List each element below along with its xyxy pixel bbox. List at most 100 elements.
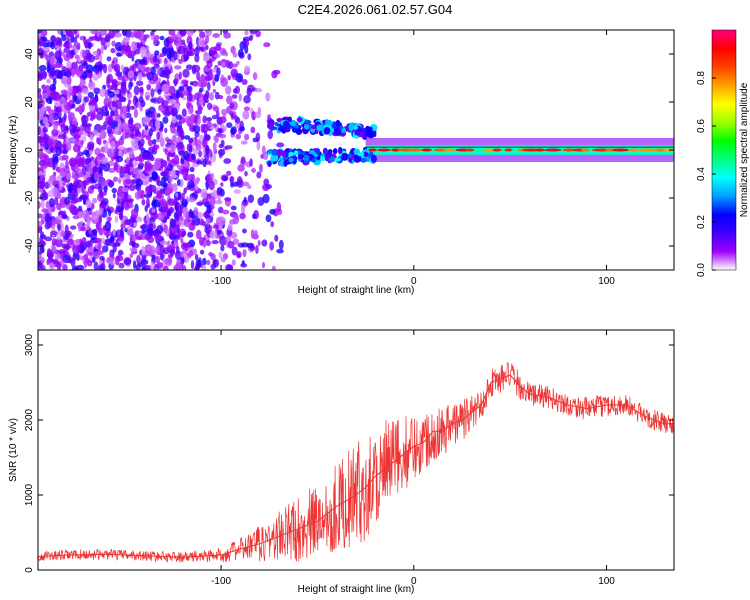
spectrogram-noise-cell (45, 54, 49, 61)
spectrogram-component-cell (363, 151, 369, 158)
spectrogram-noise-cell (66, 91, 71, 98)
spectrogram-noise-cell (107, 64, 113, 73)
spectrogram-noise-cell (79, 248, 84, 254)
spectrogram-component-cell (360, 157, 367, 163)
spectrogram-noise-cell (108, 208, 112, 217)
spectrogram-noise-cell (231, 94, 238, 99)
spectrogram-noise-cell (167, 200, 175, 207)
spectrogram-noise-cell (164, 127, 168, 134)
spectrogram-noise-cell (208, 224, 213, 232)
spectrogram-noise-cell (225, 170, 232, 176)
spectrogram-noise-cell (152, 144, 157, 151)
spectrogram-noise-cell (137, 32, 145, 41)
spectrogram-noise-cell (96, 136, 100, 145)
spectrogram-noise-cell (149, 156, 155, 162)
colorbar-ticks: 0.0 0.2 0.4 0.6 0.8 (696, 71, 716, 277)
spectrogram-noise-cell (92, 129, 99, 135)
spectrogram-component-cell (267, 160, 272, 167)
spectrogram-noise-cell (241, 242, 249, 248)
spectrogram-marks (38, 30, 674, 270)
spectrogram-noise-cell (87, 91, 94, 99)
spectrogram-noise-cell (141, 254, 147, 260)
spectrogram-noise-cell (173, 240, 178, 248)
snr-series-line (38, 374, 674, 558)
spectrogram-noise-cell (150, 97, 157, 103)
spectrogram-noise-cell (194, 185, 199, 191)
spectrogram-noise-cell (157, 88, 162, 95)
spectrogram-noise-cell (160, 176, 167, 184)
spectrogram-noise-cell (95, 221, 101, 231)
spectrogram-noise-cell (153, 36, 157, 46)
spectrogram-noise-cell (168, 232, 175, 240)
spectrogram-component-cell (303, 154, 310, 161)
spectrogram-noise-cell (136, 101, 140, 109)
spectrogram-noise-cell (201, 79, 208, 87)
spectrogram-noise-cell (105, 33, 111, 42)
spectrogram-noise-cell (76, 264, 84, 270)
spectrogram-noise-cell (155, 245, 161, 256)
spectrogram-noise-cell (255, 244, 259, 254)
spectrogram-noise-cell (146, 197, 150, 208)
spectrogram-chart: -100 0 100 -40 -20 0 20 40 Height of straight … (8, 29, 750, 296)
spectrogram-component-cell (340, 128, 347, 134)
spectrogram-noise-cell (205, 44, 209, 51)
snr-y-tick-label: 0 (24, 567, 35, 573)
spectrogram-noise-cell (156, 54, 161, 60)
spectrogram-noise-cell (117, 249, 124, 256)
spectrogram-noise-cell (217, 95, 224, 100)
spectrogram-component-cell (287, 116, 292, 123)
spectrogram-x-label: Height of straight line (km) (298, 285, 415, 296)
spectrogram-noise-cell (180, 158, 185, 165)
spectrogram-noise-cell (177, 48, 181, 54)
spectrogram-noise-cell (239, 212, 246, 220)
spectrogram-noise-cell (136, 80, 144, 86)
snr-y-tick-label: 2000 (24, 408, 35, 431)
spectrogram-y-label: Frequency (Hz) (8, 116, 19, 185)
spectrogram-noise-cell (136, 236, 143, 241)
spectrogram-component-cell (354, 130, 361, 136)
spectrogram-noise-cell (114, 99, 122, 110)
spectrogram-y-tick-label: 0 (24, 147, 35, 153)
spectrogram-noise-cell (99, 263, 106, 270)
spectrogram-noise-cell (139, 86, 144, 93)
spectrogram-noise-cell (236, 179, 244, 188)
spectrogram-noise-cell (235, 133, 242, 140)
spectrogram-noise-cell (120, 64, 125, 72)
spectrogram-noise-cell (81, 71, 88, 80)
spectrogram-noise-cell (110, 140, 116, 151)
spectrogram-noise-cell (178, 85, 185, 92)
spectrogram-noise-cell (92, 72, 99, 81)
spectrogram-noise-cell (140, 229, 147, 234)
spectrogram-noise-cell (109, 236, 115, 243)
spectrogram-noise-cell (141, 199, 146, 206)
spectrogram-noise-cell (70, 205, 79, 216)
spectrogram-noise-cell (192, 248, 198, 256)
spectrogram-noise-cell (139, 46, 147, 56)
spectrogram-noise-cell (235, 213, 239, 221)
spectrogram-noise-cell (107, 91, 116, 98)
snr-y-tick-label: 3000 (24, 333, 35, 356)
spectrogram-noise-cell (201, 264, 207, 270)
spectrogram-noise-cell (229, 103, 235, 109)
spectrogram-noise-cell (41, 177, 45, 186)
spectrogram-noise-cell (129, 65, 135, 71)
spectrogram-noise-cell (216, 189, 221, 196)
spectrogram-component-cell (334, 157, 341, 162)
spectrogram-noise-cell (164, 257, 173, 266)
spectrogram-noise-cell (197, 211, 204, 219)
spectrogram-noise-cell (88, 150, 93, 155)
spectrogram-noise-cell (95, 112, 104, 121)
spectrogram-noise-cell (55, 147, 62, 157)
spectrogram-noise-cell (165, 229, 170, 237)
spectrogram-noise-cell (276, 202, 282, 212)
carrier-peak (562, 148, 576, 152)
spectrogram-noise-cell (181, 90, 189, 96)
spectrogram-component-cell (295, 128, 303, 136)
spectrogram-noise-cell (144, 162, 153, 172)
spectrogram-noise-cell (234, 116, 241, 124)
spectrogram-noise-cell (69, 182, 73, 188)
spectrogram-component-cell (366, 128, 374, 137)
spectrogram-noise-cell (101, 105, 108, 114)
spectrogram-noise-cell (75, 70, 82, 76)
spectrogram-noise-cell (55, 62, 61, 68)
